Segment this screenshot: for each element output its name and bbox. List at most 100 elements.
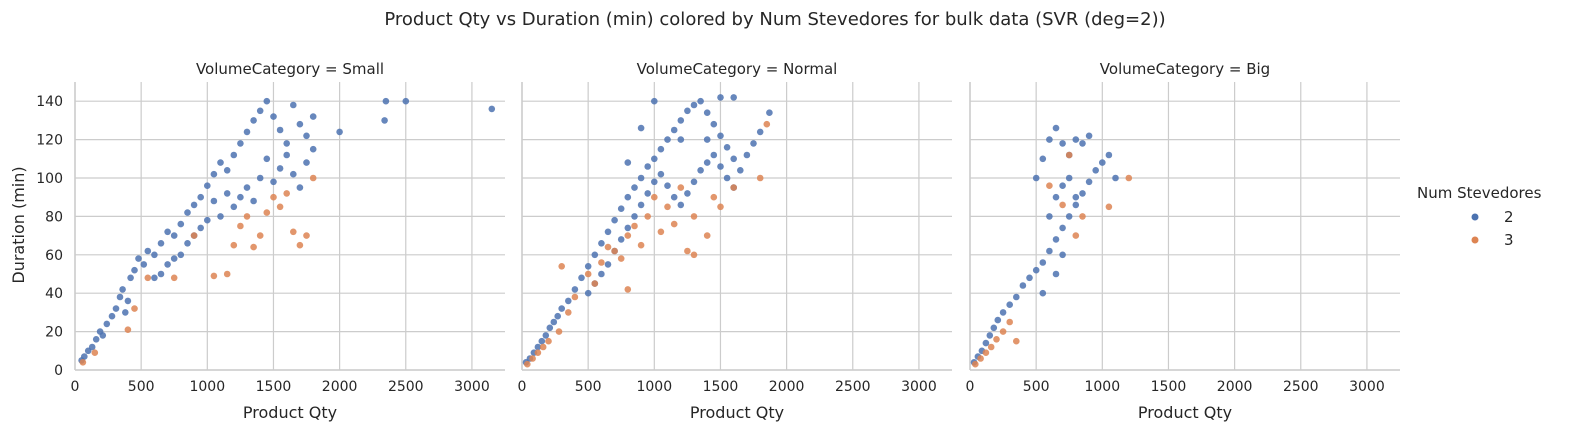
x-tick-label: 0 xyxy=(966,379,975,395)
scatter-point xyxy=(542,332,550,339)
scatter-point xyxy=(283,151,291,159)
x-tick-label: 2500 xyxy=(388,379,424,395)
scatter-point xyxy=(644,163,651,170)
x-tick-label: 500 xyxy=(1023,379,1050,395)
scatter-point xyxy=(1006,318,1013,326)
scatter-point xyxy=(690,213,698,220)
x-axis-label: Product Qty xyxy=(1138,403,1232,422)
scatter-point xyxy=(488,105,496,113)
scatter-point xyxy=(697,167,704,174)
scatter-point xyxy=(624,232,632,239)
scatter-point xyxy=(223,270,231,278)
series-3-points xyxy=(79,174,317,366)
scatter-point xyxy=(990,324,998,332)
series-2-points xyxy=(970,124,1119,366)
scatter-point xyxy=(766,109,773,116)
x-tick-label: 1000 xyxy=(1084,379,1120,395)
scatter-point xyxy=(657,145,665,153)
scatter-point xyxy=(657,228,665,236)
scatter-point xyxy=(624,224,632,232)
scatter-point xyxy=(1065,174,1073,182)
scatter-point xyxy=(131,266,138,274)
series-2-points xyxy=(522,94,773,366)
scatter-point xyxy=(604,243,612,251)
scatter-point xyxy=(237,193,244,201)
scatter-point xyxy=(1059,224,1066,232)
scatter-point xyxy=(611,247,618,255)
scatter-point xyxy=(717,203,724,211)
scatter-point xyxy=(223,190,231,197)
scatter-point xyxy=(1059,140,1066,147)
scatter-point xyxy=(1013,337,1020,345)
scatter-point xyxy=(750,140,757,147)
series-3-points xyxy=(524,120,771,368)
legend-label-3: 3 xyxy=(1504,231,1514,249)
scatter-point xyxy=(598,240,605,247)
scatter-point xyxy=(170,274,178,282)
scatter-point xyxy=(584,263,592,270)
scatter-point xyxy=(534,349,542,357)
legend-title: Num Stevedores xyxy=(1417,184,1542,202)
x-tick-label: 0 xyxy=(71,379,80,395)
scatter-point xyxy=(1046,182,1053,189)
scatter-point xyxy=(617,236,625,243)
scatter-point xyxy=(993,336,1000,343)
scatter-point xyxy=(263,209,271,216)
scatter-point xyxy=(270,178,277,186)
scatter-point xyxy=(670,220,678,228)
scatter-point xyxy=(730,155,737,163)
facet-panel-1: 0 500 1000 1500 2000 2500 3000 0 20 40 60 80 100 120 1… xyxy=(36,60,505,422)
facet-panels: 0 500 1000 1500 2000 2500 3000 0 20 40 60 80 100 120 1… xyxy=(36,60,1400,422)
scatter-point xyxy=(309,113,317,120)
scatter-point xyxy=(1039,289,1047,297)
facet-title: VolumeCategory = Big xyxy=(1100,60,1270,78)
scatter-point xyxy=(539,343,547,351)
scatter-point xyxy=(538,337,546,345)
y-tick-label: 20 xyxy=(45,325,63,341)
scatter-point xyxy=(290,101,297,109)
scatter-point xyxy=(756,174,764,182)
scatter-point xyxy=(164,228,171,236)
scatter-point xyxy=(977,355,984,362)
x-tick-label: 1500 xyxy=(256,379,292,395)
facet-panel-2: 0 500 1000 1500 2000 2500 3000 VolumeCategory =… xyxy=(518,60,952,422)
scatter-point xyxy=(737,167,744,174)
scatter-point xyxy=(558,305,565,312)
scatter-point xyxy=(237,140,244,147)
scatter-point xyxy=(644,213,651,220)
scatter-point xyxy=(710,151,718,159)
scatter-point xyxy=(664,203,671,211)
scatter-point xyxy=(1052,236,1060,243)
scatter-point xyxy=(591,251,599,259)
scatter-point xyxy=(1026,274,1033,282)
scatter-point xyxy=(91,349,99,357)
scatter-point xyxy=(651,155,658,163)
scatter-point xyxy=(164,261,171,268)
scatter-point xyxy=(124,326,132,334)
scatter-point xyxy=(546,324,554,332)
scatter-point xyxy=(276,165,284,172)
x-tick-label: 500 xyxy=(128,379,155,395)
scatter-point xyxy=(637,201,645,209)
scatter-point xyxy=(617,255,625,262)
scatter-point xyxy=(170,232,178,239)
scatter-point xyxy=(637,174,645,182)
scatter-point xyxy=(184,240,191,247)
scatter-point xyxy=(1013,293,1020,301)
scatter-point xyxy=(296,120,304,128)
scatter-point xyxy=(1085,178,1093,186)
scatter-point xyxy=(637,241,645,249)
scatter-point xyxy=(270,193,277,201)
scatter-point xyxy=(631,222,638,230)
scatter-point xyxy=(604,228,612,236)
scatter-point xyxy=(987,343,995,351)
scatter-point xyxy=(256,232,264,239)
y-tick-label: 120 xyxy=(36,133,63,149)
scatter-point xyxy=(558,263,565,270)
y-tick-label: 80 xyxy=(45,209,63,225)
scatter-point xyxy=(651,97,658,105)
scatter-point xyxy=(256,174,264,182)
scatter-point xyxy=(1052,270,1060,278)
x-tick-label: 2000 xyxy=(769,379,805,395)
